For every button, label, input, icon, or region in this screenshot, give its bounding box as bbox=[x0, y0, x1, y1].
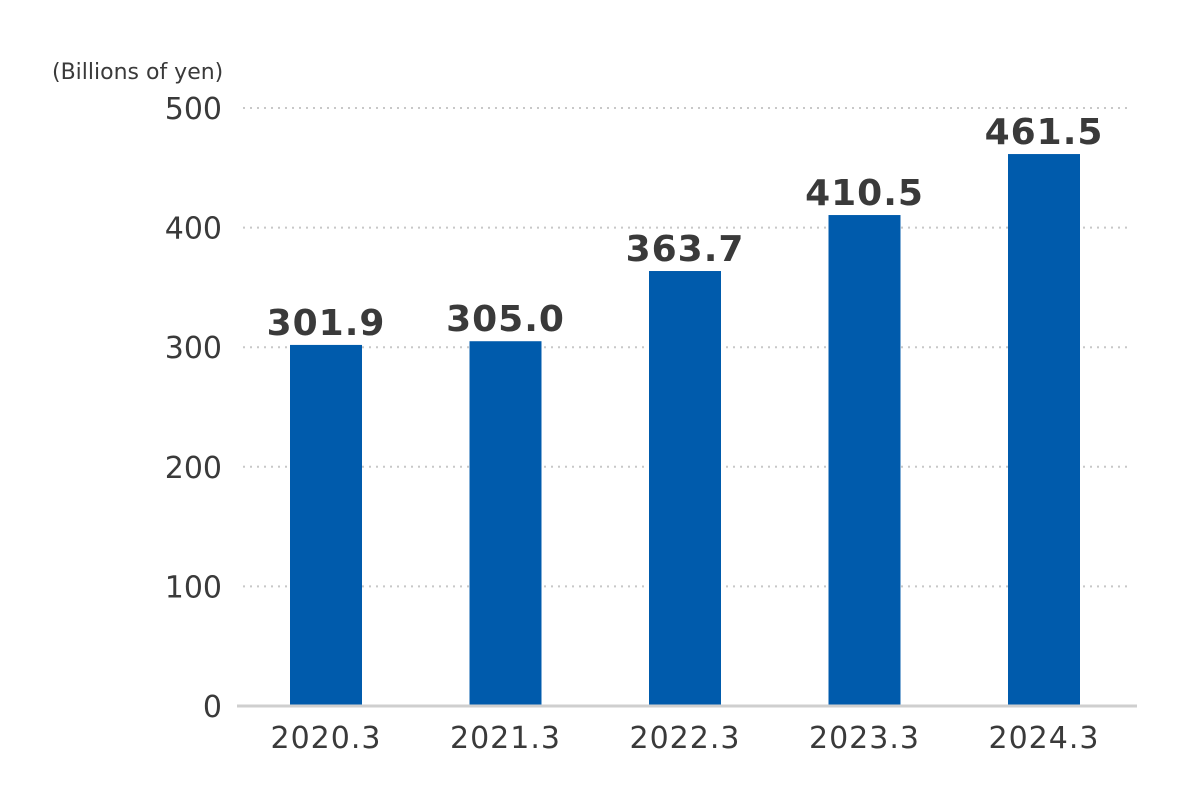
data-label: 461.5 bbox=[985, 112, 1104, 153]
data-label: 305.0 bbox=[446, 299, 565, 340]
y-tick-label: 300 bbox=[165, 331, 222, 366]
data-label: 363.7 bbox=[626, 229, 745, 270]
y-tick-label: 200 bbox=[165, 451, 222, 486]
x-tick-label: 2023.3 bbox=[809, 721, 920, 756]
bar bbox=[649, 271, 721, 706]
x-tick-label: 2022.3 bbox=[630, 721, 741, 756]
x-tick-label: 2024.3 bbox=[989, 721, 1100, 756]
x-axis-ticks: 2020.3 2021.3 2022.3 2023.3 2024.3 bbox=[271, 721, 1100, 756]
y-tick-label: 500 bbox=[165, 92, 222, 127]
bars bbox=[290, 154, 1080, 707]
bar bbox=[469, 341, 542, 706]
bar bbox=[828, 215, 901, 707]
x-tick-label: 2020.3 bbox=[271, 721, 382, 756]
y-tick-label: 400 bbox=[165, 212, 222, 247]
gridlines bbox=[243, 107, 1131, 588]
data-label: 410.5 bbox=[805, 173, 924, 214]
x-tick-label: 2021.3 bbox=[450, 721, 561, 756]
bar bbox=[1008, 154, 1080, 706]
y-tick-label: 0 bbox=[203, 690, 222, 725]
data-labels: 301.9 305.0 363.7 410.5 461.5 bbox=[267, 112, 1104, 344]
unit-label: (Billions of yen) bbox=[52, 60, 223, 85]
data-label: 301.9 bbox=[267, 303, 386, 344]
y-axis-ticks: 0 100 200 300 400 500 bbox=[165, 92, 222, 725]
bar bbox=[290, 344, 362, 706]
y-tick-label: 100 bbox=[165, 570, 222, 605]
